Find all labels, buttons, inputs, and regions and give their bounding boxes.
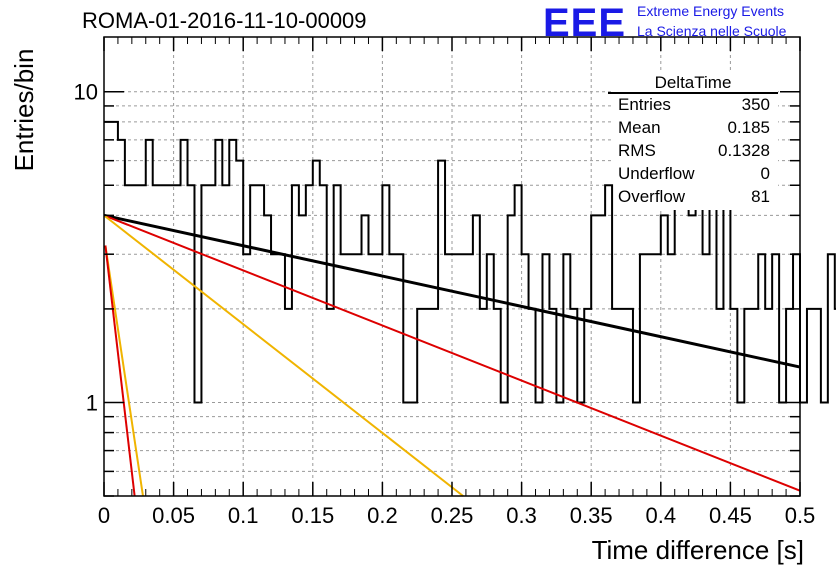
y-axis-label: Entries/bin (9, 48, 39, 172)
x-tick-label: 0.45 (709, 503, 752, 528)
fit-line-1 (103, 214, 801, 492)
x-tick-label: 0.4 (646, 503, 677, 528)
stats-label-underflow: Underflow (618, 164, 695, 183)
stats-value-underflow: 0 (761, 164, 770, 183)
axis-ticks (103, 37, 801, 497)
stats-label-entries: Entries (618, 95, 671, 114)
fit-curves (103, 213, 801, 497)
y-tick-label: 10 (74, 80, 98, 105)
stats-value-entries: 350 (742, 95, 770, 114)
stats-value-rms: 0.1328 (718, 141, 770, 160)
x-tick-label: 0.5 (785, 503, 816, 528)
stats-label-overflow: Overflow (618, 187, 686, 206)
x-tick-label: 0.35 (570, 503, 613, 528)
stats-box: DeltaTime Entries 350 Mean 0.185 RMS 0.1… (608, 72, 778, 210)
x-tick-label: 0.1 (228, 503, 259, 528)
fit-line-3 (104, 245, 144, 497)
fit-line-2 (103, 214, 464, 497)
stats-title: DeltaTime (655, 73, 732, 92)
x-tick-label: 0.05 (152, 503, 195, 528)
x-tick-label: 0.2 (367, 503, 398, 528)
logo-line-2: La Scienza nelle Scuole (637, 23, 787, 39)
logo-line-1: Extreme Energy Events (637, 3, 785, 19)
stats-value-mean: 0.185 (727, 118, 770, 137)
histogram-steps (104, 120, 836, 404)
fit-line-0 (103, 213, 801, 369)
y-tick-labels: 1 10 (74, 80, 98, 416)
y-tick-label: 1 (86, 390, 98, 415)
x-tick-label: 0.3 (506, 503, 537, 528)
x-tick-labels: 0 0.05 0.1 0.15 0.2 0.25 0.3 0.35 0.4 0.45 0.5 (98, 503, 815, 528)
x-tick-label: 0 (98, 503, 110, 528)
fit-line-4 (104, 245, 136, 497)
stats-label-mean: Mean (618, 118, 661, 137)
stats-value-overflow: 81 (751, 187, 770, 206)
stats-label-rms: RMS (618, 141, 656, 160)
x-tick-label: 0.25 (431, 503, 474, 528)
plot-title: ROMA-01-2016-11-10-00009 (82, 8, 367, 33)
x-tick-label: 0.15 (291, 503, 334, 528)
x-axis-label: Time difference [s] (591, 535, 804, 565)
